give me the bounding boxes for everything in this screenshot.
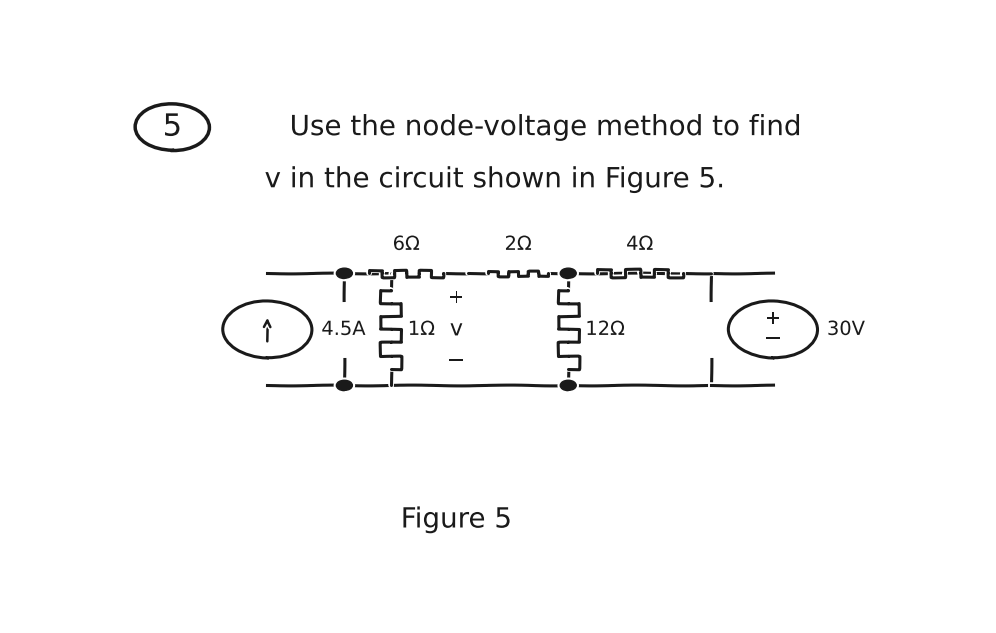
Circle shape bbox=[561, 268, 576, 279]
Text: +: + bbox=[448, 288, 465, 307]
Text: 30V: 30V bbox=[827, 320, 865, 339]
Text: v in the circuit shown in Figure 5.: v in the circuit shown in Figure 5. bbox=[265, 165, 725, 193]
Text: 5: 5 bbox=[162, 113, 182, 142]
Text: v: v bbox=[450, 320, 463, 339]
Text: +: + bbox=[765, 309, 781, 328]
Text: −: − bbox=[764, 329, 782, 349]
Text: 6Ω: 6Ω bbox=[392, 235, 420, 254]
Text: Use the node-voltage method to find: Use the node-voltage method to find bbox=[290, 113, 801, 141]
Text: 4Ω: 4Ω bbox=[626, 235, 653, 254]
Text: 2Ω: 2Ω bbox=[505, 235, 532, 254]
Circle shape bbox=[337, 268, 353, 279]
Text: 4.5A: 4.5A bbox=[322, 320, 366, 339]
Circle shape bbox=[337, 380, 353, 391]
Circle shape bbox=[561, 380, 576, 391]
Text: 12Ω: 12Ω bbox=[586, 320, 624, 339]
Text: Figure 5: Figure 5 bbox=[400, 506, 512, 534]
Text: 1Ω: 1Ω bbox=[407, 320, 435, 339]
Text: −: − bbox=[447, 351, 466, 371]
